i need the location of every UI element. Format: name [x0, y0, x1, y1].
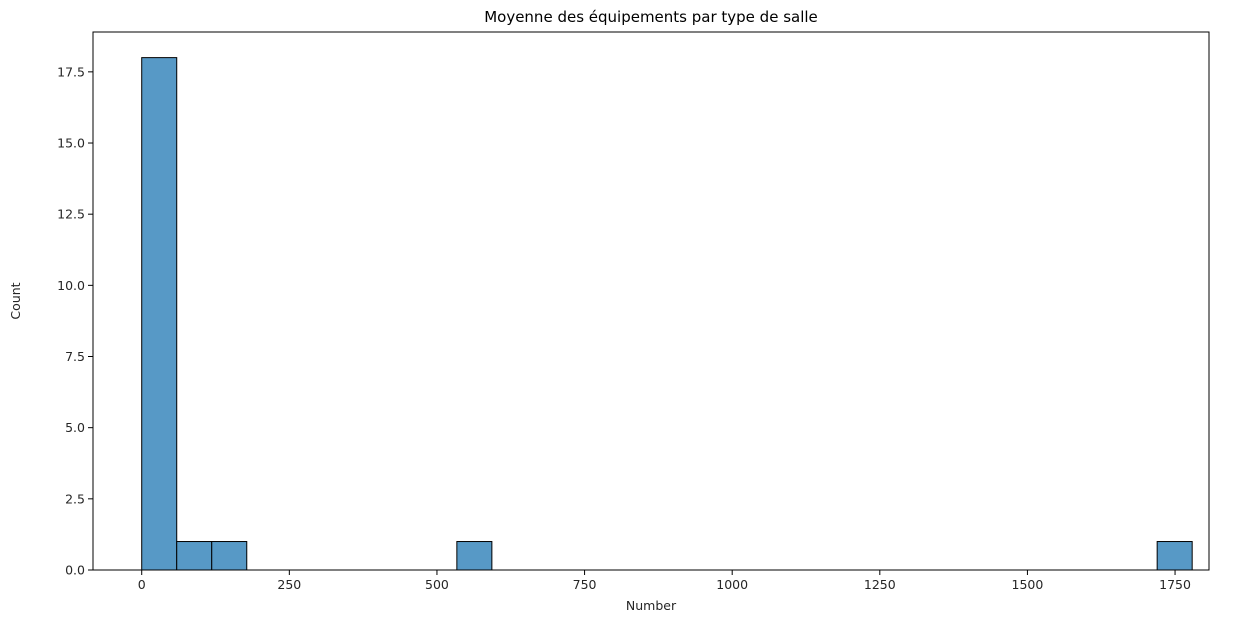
plot-frame — [92, 31, 1210, 571]
x-tick-label-5: 1250 — [864, 577, 896, 592]
x-tick-label-2: 500 — [425, 577, 449, 592]
y-tick-label-3: 7.5 — [65, 349, 85, 364]
histogram-bar-2 — [211, 541, 248, 571]
y-tick-label-2: 5.0 — [65, 420, 85, 435]
x-tick-label-4: 1000 — [716, 577, 748, 592]
x-tick-label-7: 1750 — [1159, 577, 1191, 592]
x-tick-label-6: 1500 — [1012, 577, 1044, 592]
histogram-bar-0 — [141, 57, 178, 571]
y-axis-ticks: 0.0 2.5 5.0 7.5 10.0 12.5 15.0 17.5 — [57, 64, 93, 578]
histogram-bar-3 — [456, 541, 493, 571]
chart-title: Moyenne des équipements par type de sall… — [484, 8, 818, 26]
y-axis-label: Count — [8, 282, 23, 319]
y-tick-label-0: 0.0 — [65, 563, 85, 578]
y-tick-label-6: 15.0 — [57, 136, 85, 151]
y-tick-label-1: 2.5 — [65, 491, 85, 506]
x-axis-label: Number — [626, 598, 677, 613]
y-tick-label-5: 12.5 — [57, 207, 85, 222]
x-tick-label-0: 0 — [138, 577, 146, 592]
histogram-bar-1 — [176, 541, 213, 571]
y-tick-label-4: 10.0 — [57, 278, 85, 293]
x-tick-label-3: 750 — [573, 577, 597, 592]
x-tick-label-1: 250 — [277, 577, 301, 592]
y-tick-label-7: 17.5 — [57, 64, 85, 79]
histogram-bar-4 — [1156, 541, 1193, 571]
bars-layer — [141, 57, 1193, 571]
x-axis-ticks: 0 250 500 750 1000 1250 1500 1750 — [138, 570, 1191, 592]
